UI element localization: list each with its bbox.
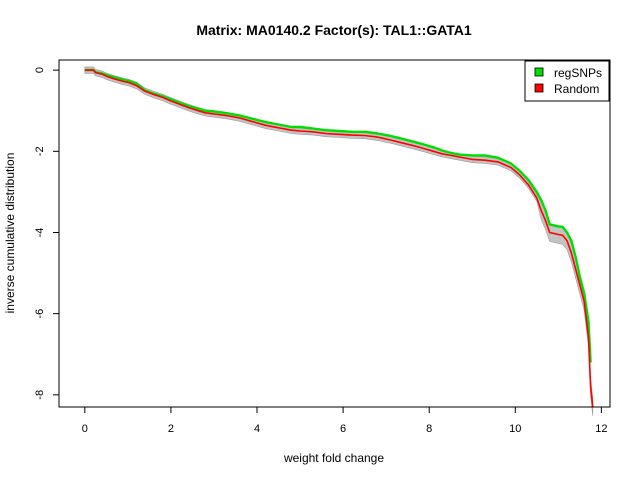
legend-swatch-regsnps — [534, 67, 544, 77]
legend: regSNPs Random — [524, 60, 610, 102]
y-tick-label: -6 — [34, 309, 46, 319]
y-tick-label: 0 — [34, 67, 46, 73]
x-tick-label: 4 — [254, 423, 260, 435]
legend-label-random: Random — [554, 82, 599, 96]
x-tick-label: 6 — [340, 423, 346, 435]
series-lines — [84, 68, 594, 408]
series-line-random — [84, 69, 594, 408]
plot-frame — [58, 59, 611, 408]
x-axis-label: weight fold change — [283, 451, 384, 465]
x-tick-label: 0 — [82, 423, 88, 435]
legend-label-regsnps: regSNPs — [554, 66, 602, 80]
y-tick-label: -4 — [34, 228, 46, 238]
legend-swatch-random — [534, 83, 544, 93]
x-axis: 0 2 4 6 8 10 12 — [82, 407, 608, 435]
x-tick-label: 2 — [168, 423, 174, 435]
y-tick-label: -2 — [34, 146, 46, 156]
chart-title: Matrix: MA0140.2 Factor(s): TAL1::GATA1 — [196, 22, 472, 38]
x-tick-label: 8 — [426, 423, 432, 435]
x-tick-label: 12 — [595, 423, 607, 435]
y-axis: 0 -2 -4 -6 -8 — [34, 67, 59, 400]
x-tick-label: 10 — [509, 423, 521, 435]
y-tick-label: -8 — [34, 390, 46, 400]
y-axis-label: inverse cumulative distribution — [3, 153, 17, 314]
